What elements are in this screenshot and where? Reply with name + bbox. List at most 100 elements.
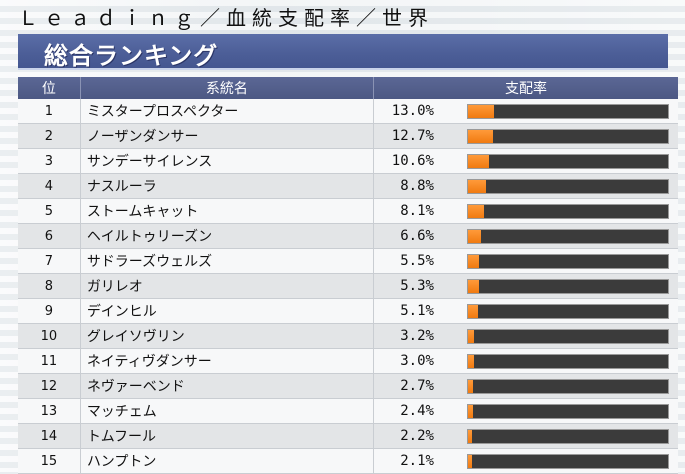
share-value: 5.5%	[400, 253, 434, 269]
share-bar	[466, 104, 669, 119]
share-cell: 2.7%	[374, 374, 678, 398]
lineage-name-cell: ミスタープロスペクター	[81, 99, 374, 123]
rank-cell: 15	[18, 449, 81, 473]
share-bar-fill	[467, 430, 473, 443]
share-value: 13.0%	[391, 103, 434, 119]
share-value: 5.1%	[400, 303, 434, 319]
share-cell: 2.1%	[374, 449, 678, 473]
share-cell: 5.5%	[374, 249, 678, 273]
table-row: 6 ヘイルトゥリーズン 6.6%	[18, 224, 678, 249]
table-body: 1 ミスタープロスペクター 13.0% 2 ノーザンダンサー 12.7% 3 サンデーサイレン…	[18, 99, 678, 474]
share-bar	[466, 129, 669, 144]
share-bar	[466, 329, 669, 344]
rank-cell: 9	[18, 299, 81, 323]
share-cell: 3.0%	[374, 349, 678, 373]
lineage-name-cell: ネヴァーベンド	[81, 374, 374, 398]
share-value: 2.4%	[400, 403, 434, 419]
share-bar-fill	[467, 130, 494, 143]
share-value: 2.7%	[400, 378, 434, 394]
share-cell: 12.7%	[374, 124, 678, 148]
table-row: 3 サンデーサイレンス 10.6%	[18, 149, 678, 174]
table-row: 7 サドラーズウェルズ 5.5%	[18, 249, 678, 274]
share-bar	[466, 354, 669, 369]
share-bar-fill	[467, 305, 479, 318]
header-rank: 位	[18, 77, 81, 99]
share-bar-fill	[467, 105, 494, 118]
share-bar	[466, 404, 669, 419]
lineage-name-cell: サドラーズウェルズ	[81, 249, 374, 273]
share-bar	[466, 279, 669, 294]
table-row: 1 ミスタープロスペクター 13.0%	[18, 99, 678, 124]
share-value: 3.2%	[400, 328, 434, 344]
header-share: 支配率	[504, 81, 547, 97]
lineage-name-cell: ヘイルトゥリーズン	[81, 224, 374, 248]
share-bar	[466, 429, 669, 444]
rank-cell: 6	[18, 224, 81, 248]
rank-cell: 1	[18, 99, 81, 123]
share-value: 3.0%	[400, 353, 434, 369]
share-cell: 13.0%	[374, 99, 678, 123]
share-bar-fill	[467, 205, 485, 218]
share-bar	[466, 454, 669, 469]
rank-cell: 3	[18, 149, 81, 173]
lineage-name-cell: ガリレオ	[81, 274, 374, 298]
share-bar	[466, 229, 669, 244]
lineage-name-cell: サンデーサイレンス	[81, 149, 374, 173]
share-cell: 8.8%	[374, 174, 678, 198]
share-bar-fill	[467, 380, 474, 393]
rank-cell: 2	[18, 124, 81, 148]
rank-cell: 4	[18, 174, 81, 198]
share-bar-fill	[467, 330, 475, 343]
rank-cell: 7	[18, 249, 81, 273]
share-cell: 2.4%	[374, 399, 678, 423]
share-value: 2.2%	[400, 428, 434, 444]
lineage-name-cell: デインヒル	[81, 299, 374, 323]
share-bar-fill	[467, 280, 479, 293]
share-bar-fill	[467, 180, 486, 193]
share-bar-fill	[467, 355, 474, 368]
share-cell: 3.2%	[374, 324, 678, 348]
share-cell: 10.6%	[374, 149, 678, 173]
share-value: 10.6%	[391, 153, 434, 169]
lineage-name-cell: ハンプトン	[81, 449, 374, 473]
share-bar-fill	[467, 405, 473, 418]
table-row: 12 ネヴァーベンド 2.7%	[18, 374, 678, 399]
lineage-name-cell: ネイティヴダンサー	[81, 349, 374, 373]
share-cell: 6.6%	[374, 224, 678, 248]
table-row: 5 ストームキャット 8.1%	[18, 199, 678, 224]
share-cell: 5.1%	[374, 299, 678, 323]
table-row: 2 ノーザンダンサー 12.7%	[18, 124, 678, 149]
table-row: 9 デインヒル 5.1%	[18, 299, 678, 324]
share-bar-fill	[467, 155, 490, 168]
lineage-name-cell: ナスルーラ	[81, 174, 374, 198]
rank-cell: 12	[18, 374, 81, 398]
section-header: 総合ランキング	[18, 34, 668, 70]
share-value: 12.7%	[391, 128, 434, 144]
share-bar	[466, 179, 669, 194]
rank-cell: 11	[18, 349, 81, 373]
rank-cell: 14	[18, 424, 81, 448]
share-bar-fill	[467, 230, 482, 243]
share-cell: 2.2%	[374, 424, 678, 448]
lineage-name-cell: トムフール	[81, 424, 374, 448]
share-bar	[466, 154, 669, 169]
share-bar	[466, 204, 669, 219]
rank-cell: 5	[18, 199, 81, 223]
share-value: 5.3%	[400, 278, 434, 294]
share-bar-fill	[467, 455, 473, 468]
share-bar	[466, 254, 669, 269]
lineage-name-cell: ノーザンダンサー	[81, 124, 374, 148]
share-value: 8.1%	[400, 203, 434, 219]
rank-cell: 8	[18, 274, 81, 298]
section-title: 総合ランキング	[44, 42, 219, 70]
table-row: 11 ネイティヴダンサー 3.0%	[18, 349, 678, 374]
rank-cell: 10	[18, 324, 81, 348]
table-row: 4 ナスルーラ 8.8%	[18, 174, 678, 199]
table-row: 14 トムフール 2.2%	[18, 424, 678, 449]
share-bar-fill	[467, 255, 479, 268]
lineage-name-cell: マッチェム	[81, 399, 374, 423]
rank-cell: 13	[18, 399, 81, 423]
share-value: 6.6%	[400, 228, 434, 244]
share-cell: 5.3%	[374, 274, 678, 298]
ranking-table: 位 系統名 支配率 1 ミスタープロスペクター 13.0% 2 ノーザンダンサー 12.7…	[18, 77, 678, 474]
